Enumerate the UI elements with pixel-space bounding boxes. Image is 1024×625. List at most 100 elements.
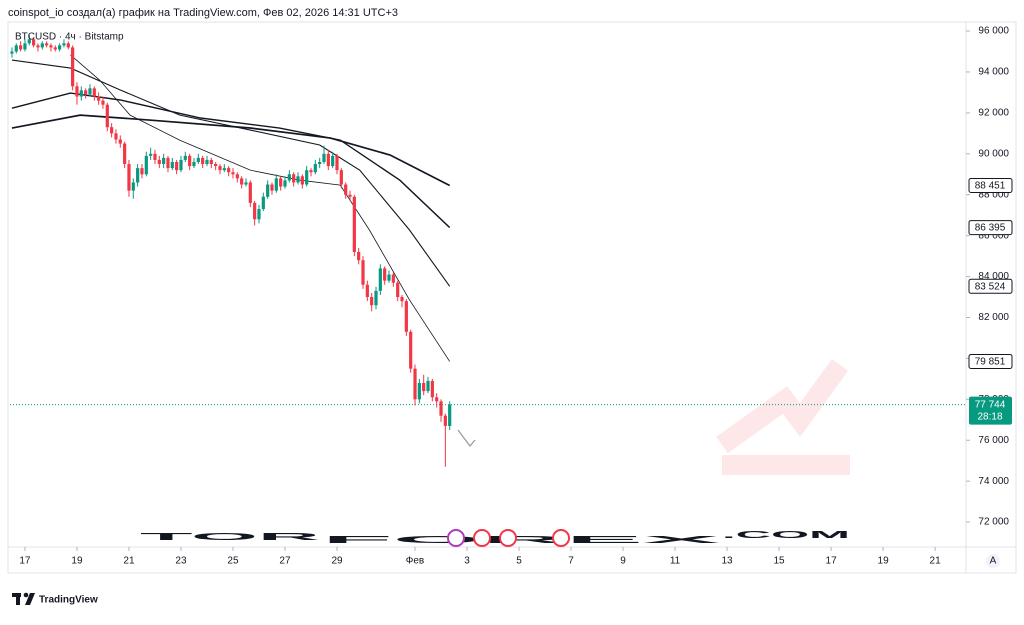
x-tick-label: Фев xyxy=(406,556,424,567)
price-badge xyxy=(968,278,1013,294)
x-tick-label: 23 xyxy=(175,556,187,567)
candle-body xyxy=(335,155,339,171)
candle-body xyxy=(357,252,361,261)
scale-mode[interactable]: A xyxy=(990,556,997,567)
candle-body xyxy=(352,196,356,253)
candle-body xyxy=(235,174,239,179)
x-tick-label: 5 xyxy=(516,556,522,567)
candle-body xyxy=(209,159,213,165)
projection-arrow xyxy=(457,429,476,447)
candle-body xyxy=(378,268,382,291)
candle-body xyxy=(170,161,174,169)
candle-body xyxy=(426,380,430,392)
x-tick-label: 21 xyxy=(930,556,942,567)
candle-body xyxy=(292,174,296,183)
watermark-part: FOREX xyxy=(322,535,724,546)
candle-body xyxy=(374,290,378,306)
candle-body xyxy=(248,182,252,203)
moving-average xyxy=(70,54,451,362)
event-icon[interactable] xyxy=(499,529,517,547)
x-tick-label: 29 xyxy=(331,556,343,567)
candle-body xyxy=(391,274,395,283)
candle-body xyxy=(101,100,105,105)
candle-body xyxy=(97,96,101,101)
watermark: TOR FOREX .COM xyxy=(140,359,850,546)
x-tick-label: 17 xyxy=(826,556,838,567)
candle-body xyxy=(66,43,70,48)
x-tick-label: 21 xyxy=(123,556,135,567)
last-price-badge xyxy=(969,396,1012,425)
event-icon[interactable] xyxy=(473,529,491,547)
price-badge xyxy=(968,177,1013,193)
moving-average xyxy=(11,59,451,287)
candle-body xyxy=(149,153,153,156)
symbol-legend[interactable]: BTCUSD · 4ч · Bitstamp xyxy=(15,32,124,43)
candle-body xyxy=(153,153,157,160)
candle-body xyxy=(127,164,131,191)
candle-body xyxy=(105,104,109,128)
candle-body xyxy=(110,127,114,134)
x-tick-label: 19 xyxy=(71,556,83,567)
candle-body xyxy=(144,155,148,175)
candle-body xyxy=(240,178,244,185)
countdown: 28:18 xyxy=(977,412,1002,423)
candle-body xyxy=(45,43,49,46)
candle-body xyxy=(19,45,23,50)
candle-body xyxy=(443,415,447,426)
candle-body xyxy=(422,382,426,392)
x-tick-label: 3 xyxy=(464,556,470,567)
watermark-arrow xyxy=(716,359,849,454)
moving-average xyxy=(11,92,451,229)
candle-body xyxy=(370,297,374,306)
candle-body xyxy=(201,157,205,165)
candle-body xyxy=(136,168,140,183)
candle-body xyxy=(183,155,187,160)
x-tick-label: 27 xyxy=(279,556,291,567)
candle-body xyxy=(157,159,161,165)
candle-body xyxy=(192,161,196,167)
candle-body xyxy=(287,174,291,181)
candle-body xyxy=(435,397,439,402)
candle-body xyxy=(274,178,278,191)
y-tick-label: 88 000 xyxy=(978,189,1009,200)
candle-body xyxy=(439,401,443,416)
event-icon[interactable] xyxy=(552,529,570,547)
candle-body xyxy=(396,282,400,298)
candle-body xyxy=(361,260,365,285)
candle-body xyxy=(283,180,287,187)
chart-frame xyxy=(7,21,1017,574)
candle-body xyxy=(214,164,218,167)
x-tick-label: 9 xyxy=(620,556,626,567)
scale-mode-button[interactable] xyxy=(986,554,1000,568)
y-tick-label: 74 000 xyxy=(978,476,1009,487)
candle-body xyxy=(448,404,452,426)
x-tick-label: 13 xyxy=(722,556,734,567)
candle-body xyxy=(231,172,235,175)
last-price-label: 77 744 xyxy=(975,400,1006,411)
header: coinspot_io создал(а) график на TradingV… xyxy=(8,7,398,19)
candle-body xyxy=(348,194,352,197)
brand[interactable]: TradingView xyxy=(39,595,98,606)
candle-body xyxy=(365,284,369,298)
candle-body xyxy=(75,86,79,97)
x-tick-label: 7 xyxy=(568,556,574,567)
candle-body xyxy=(49,45,53,48)
candle-body xyxy=(430,380,434,398)
candle-body xyxy=(344,184,348,195)
moving-average xyxy=(11,114,451,187)
event-icon[interactable] xyxy=(447,529,465,547)
candle-body xyxy=(305,170,309,185)
candle-body xyxy=(400,297,404,302)
candle-body xyxy=(253,202,257,220)
candle-body xyxy=(92,88,96,97)
candle-body xyxy=(218,166,222,171)
y-tick-label: 96 000 xyxy=(978,26,1009,37)
price-badge-label: 79 851 xyxy=(975,357,1006,368)
y-tick-label: 82 000 xyxy=(978,312,1009,323)
logo-part xyxy=(23,592,29,598)
candle-body xyxy=(84,90,88,95)
watermark-bar xyxy=(722,455,850,475)
y-tick-label: 92 000 xyxy=(978,108,1009,119)
